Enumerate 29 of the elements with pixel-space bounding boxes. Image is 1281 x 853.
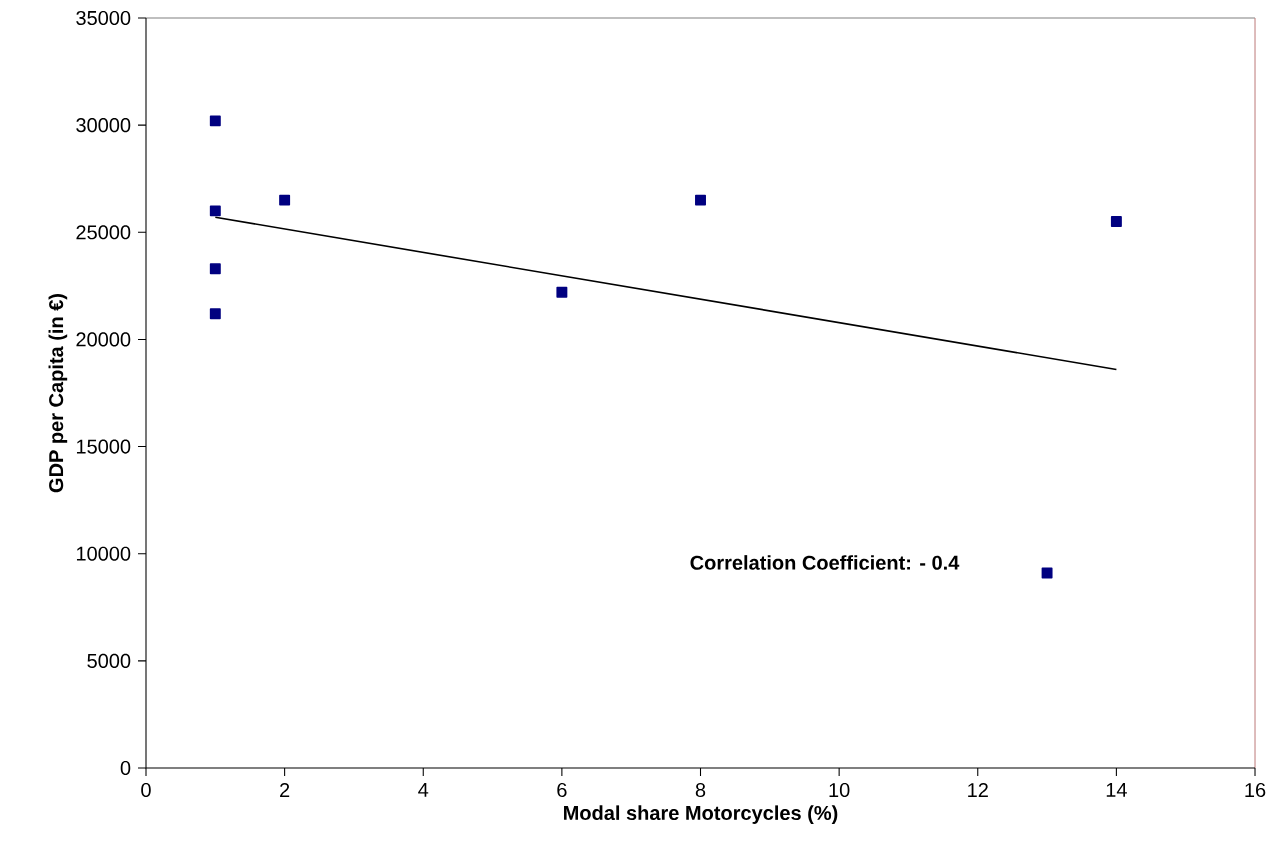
point (279, 194, 291, 206)
point (209, 308, 221, 320)
point (209, 205, 221, 217)
point (209, 263, 221, 275)
y-tick-label: 35000 (76, 10, 131, 26)
point (695, 194, 706, 206)
x-tick-label: 8 (695, 782, 706, 798)
x-tick-label: 16 (1245, 782, 1266, 798)
x-tick-label: 14 (1106, 782, 1127, 797)
x-tick-label: 0 (141, 782, 151, 798)
x-tick-label: 4 (418, 782, 429, 797)
x-tick-label: 12 (968, 782, 988, 797)
x-axis-title: Modal share Motorcycles (%) (564, 805, 838, 824)
point (1041, 567, 1053, 579)
point (1110, 216, 1122, 228)
x-tick-label: 10 (829, 782, 850, 798)
y-tick-label: 30000 (76, 118, 131, 133)
y-tick-label: 25000 (76, 225, 131, 240)
x-tick-label: 2 (280, 782, 290, 797)
y-tick-label: 10000 (76, 546, 131, 561)
y-tick-label: 5000 (87, 653, 131, 668)
y-tick-label: 20000 (76, 332, 131, 347)
point (209, 115, 221, 127)
y-tick-label: 15000 (76, 439, 131, 454)
x-tick-label: 6 (557, 782, 567, 798)
y-tick-label: 0 (120, 760, 131, 776)
annotation: Correlation Coefficient: - 0.4 (690, 555, 960, 570)
y-axis-title: GDP per Capita (in €) (48, 293, 68, 493)
point (556, 286, 568, 298)
